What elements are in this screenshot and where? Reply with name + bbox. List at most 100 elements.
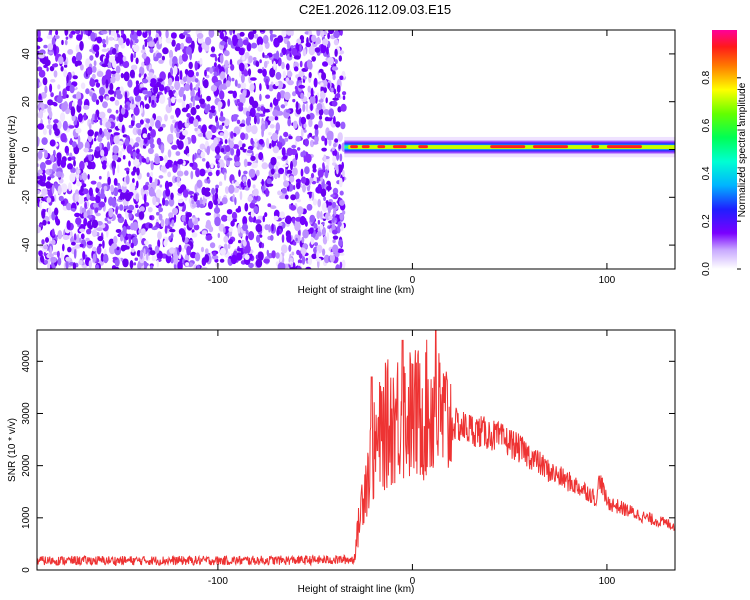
noise-speckle bbox=[277, 262, 285, 269]
noise-speckle bbox=[281, 61, 285, 70]
noise-speckle bbox=[204, 107, 210, 114]
noise-speckle bbox=[164, 224, 168, 234]
noise-speckle bbox=[76, 169, 81, 174]
noise-speckle bbox=[238, 62, 245, 72]
noise-speckle bbox=[262, 215, 266, 223]
noise-speckle bbox=[62, 234, 70, 241]
noise-speckle bbox=[125, 174, 130, 185]
noise-speckle bbox=[288, 244, 292, 252]
noise-speckle bbox=[191, 229, 195, 233]
noise-speckle bbox=[134, 142, 140, 148]
noise-speckle bbox=[304, 166, 310, 175]
noise-speckle bbox=[111, 243, 118, 249]
noise-speckle bbox=[136, 209, 140, 215]
noise-speckle bbox=[91, 229, 98, 237]
noise-speckle bbox=[165, 188, 171, 197]
noise-speckle bbox=[128, 211, 133, 219]
noise-speckle bbox=[78, 260, 83, 265]
noise-speckle bbox=[306, 37, 309, 45]
noise-speckle bbox=[108, 55, 116, 63]
noise-speckle bbox=[168, 89, 173, 97]
noise-speckle bbox=[58, 195, 64, 202]
noise-speckle bbox=[320, 82, 324, 87]
noise-speckle bbox=[110, 70, 117, 75]
snr-plot-frame bbox=[36, 329, 676, 571]
noise-speckle bbox=[47, 221, 51, 225]
noise-speckle bbox=[56, 171, 63, 178]
noise-speckle bbox=[104, 58, 107, 65]
noise-speckle bbox=[310, 103, 313, 111]
noise-speckle bbox=[186, 113, 191, 118]
noise-speckle bbox=[251, 162, 258, 169]
noise-speckle bbox=[46, 67, 49, 72]
noise-speckle bbox=[69, 33, 73, 39]
noise-speckle bbox=[292, 185, 296, 190]
noise-speckle bbox=[285, 109, 291, 113]
noise-speckle bbox=[125, 38, 130, 47]
noise-speckle bbox=[170, 192, 174, 200]
noise-speckle bbox=[114, 99, 120, 106]
noise-speckle bbox=[135, 95, 142, 102]
noise-speckle bbox=[48, 253, 54, 258]
noise-speckle bbox=[188, 191, 195, 195]
noise-speckle bbox=[308, 191, 312, 199]
noise-speckle bbox=[64, 30, 69, 36]
noise-speckle bbox=[236, 148, 241, 157]
noise-speckle bbox=[141, 228, 146, 236]
noise-speckle bbox=[295, 101, 299, 110]
noise-speckle bbox=[95, 82, 101, 88]
noise-speckle bbox=[218, 104, 221, 113]
noise-speckle bbox=[192, 154, 195, 163]
noise-speckle bbox=[170, 115, 175, 120]
noise-speckle bbox=[213, 199, 218, 206]
noise-speckle bbox=[96, 245, 102, 255]
noise-speckle bbox=[160, 144, 165, 154]
noise-speckle bbox=[292, 98, 296, 103]
noise-speckle bbox=[98, 175, 102, 180]
noise-speckle bbox=[245, 244, 251, 254]
noise-speckle bbox=[53, 63, 59, 68]
noise-speckle bbox=[135, 57, 139, 65]
noise-speckle bbox=[327, 206, 331, 214]
noise-speckle bbox=[133, 106, 140, 116]
noise-speckle bbox=[62, 243, 65, 252]
noise-speckle bbox=[49, 245, 52, 256]
noise-speckle bbox=[75, 217, 82, 225]
noise-speckle bbox=[205, 212, 212, 216]
noise-speckle bbox=[71, 141, 77, 148]
noise-speckle bbox=[80, 233, 85, 240]
noise-speckle bbox=[316, 103, 323, 111]
noise-speckle bbox=[57, 84, 61, 90]
noise-speckle bbox=[79, 40, 84, 51]
noise-speckle bbox=[331, 213, 335, 223]
noise-speckle bbox=[280, 104, 286, 109]
noise-speckle bbox=[238, 169, 241, 177]
noise-speckle bbox=[142, 89, 149, 95]
noise-speckle bbox=[225, 80, 231, 88]
noise-speckle bbox=[64, 145, 70, 154]
noise-speckle bbox=[238, 105, 244, 112]
noise-speckle bbox=[120, 107, 126, 115]
noise-speckle bbox=[96, 181, 102, 189]
noise-speckle bbox=[135, 136, 141, 143]
noise-speckle bbox=[38, 223, 43, 228]
noise-speckle bbox=[39, 181, 47, 187]
noise-speckle bbox=[219, 90, 225, 100]
noise-speckle bbox=[300, 176, 307, 184]
noise-speckle bbox=[69, 138, 73, 146]
noise-speckle bbox=[172, 119, 177, 124]
noise-speckle bbox=[122, 60, 130, 69]
noise-speckle bbox=[237, 223, 241, 234]
noise-speckle bbox=[275, 81, 279, 87]
noise-speckle bbox=[342, 169, 345, 178]
noise-speckle bbox=[260, 105, 265, 112]
noise-speckle bbox=[75, 127, 82, 134]
noise-speckle bbox=[285, 63, 290, 71]
noise-speckle bbox=[148, 223, 153, 229]
noise-speckle bbox=[92, 202, 100, 209]
noise-speckle bbox=[86, 66, 93, 76]
noise-speckle bbox=[290, 148, 298, 155]
noise-speckle bbox=[317, 219, 321, 225]
noise-speckle bbox=[149, 48, 154, 54]
noise-speckle bbox=[269, 33, 274, 42]
